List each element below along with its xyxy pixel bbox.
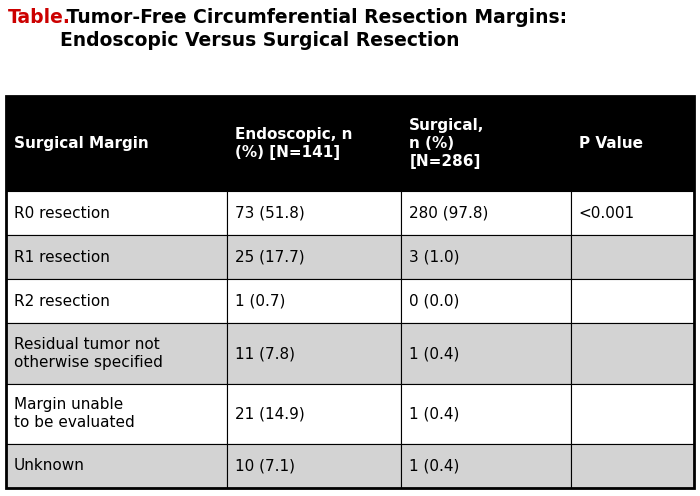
- Bar: [401, 235, 570, 279]
- Text: 1 (0.4): 1 (0.4): [410, 458, 460, 473]
- Bar: [6, 323, 227, 383]
- Bar: [6, 279, 227, 323]
- Bar: [6, 96, 694, 488]
- Text: Margin unable
to be evaluated: Margin unable to be evaluated: [14, 397, 134, 430]
- Bar: [6, 444, 227, 488]
- Bar: [570, 191, 694, 235]
- Bar: [570, 383, 694, 444]
- Bar: [570, 96, 694, 191]
- Bar: [227, 279, 401, 323]
- Text: 3 (1.0): 3 (1.0): [410, 249, 460, 265]
- Bar: [227, 96, 401, 191]
- Text: 0 (0.0): 0 (0.0): [410, 294, 460, 309]
- Bar: [570, 323, 694, 383]
- Text: Surgical Margin: Surgical Margin: [14, 136, 148, 151]
- Text: Tumor-Free Circumferential Resection Margins:
Endoscopic Versus Surgical Resecti: Tumor-Free Circumferential Resection Mar…: [60, 8, 567, 50]
- Text: <0.001: <0.001: [579, 205, 635, 221]
- Text: 73 (51.8): 73 (51.8): [234, 205, 304, 221]
- Bar: [570, 279, 694, 323]
- Text: 1 (0.7): 1 (0.7): [234, 294, 285, 309]
- Text: 21 (14.9): 21 (14.9): [234, 406, 304, 421]
- Bar: [227, 191, 401, 235]
- Text: Surgical,
n (%)
[N=286]: Surgical, n (%) [N=286]: [410, 118, 484, 169]
- Bar: [401, 96, 570, 191]
- Bar: [227, 444, 401, 488]
- Text: R2 resection: R2 resection: [14, 294, 110, 309]
- Bar: [227, 323, 401, 383]
- Bar: [401, 323, 570, 383]
- Text: Residual tumor not
otherwise specified: Residual tumor not otherwise specified: [14, 337, 163, 370]
- Text: 25 (17.7): 25 (17.7): [234, 249, 304, 265]
- Text: 10 (7.1): 10 (7.1): [234, 458, 295, 473]
- Text: 11 (7.8): 11 (7.8): [234, 346, 295, 361]
- Text: Endoscopic, n
(%) [N=141]: Endoscopic, n (%) [N=141]: [234, 127, 352, 160]
- Text: Unknown: Unknown: [14, 458, 85, 473]
- Bar: [6, 191, 227, 235]
- Bar: [227, 235, 401, 279]
- Text: 280 (97.8): 280 (97.8): [410, 205, 489, 221]
- Bar: [570, 444, 694, 488]
- Text: 1 (0.4): 1 (0.4): [410, 346, 460, 361]
- Text: R0 resection: R0 resection: [14, 205, 110, 221]
- Bar: [6, 235, 227, 279]
- Bar: [227, 383, 401, 444]
- Bar: [401, 279, 570, 323]
- Text: Table.: Table.: [8, 8, 71, 27]
- Bar: [401, 383, 570, 444]
- Text: P Value: P Value: [579, 136, 643, 151]
- Bar: [6, 383, 227, 444]
- Bar: [570, 235, 694, 279]
- Text: R1 resection: R1 resection: [14, 249, 110, 265]
- Bar: [401, 191, 570, 235]
- Text: 1 (0.4): 1 (0.4): [410, 406, 460, 421]
- Bar: [401, 444, 570, 488]
- Bar: [6, 96, 227, 191]
